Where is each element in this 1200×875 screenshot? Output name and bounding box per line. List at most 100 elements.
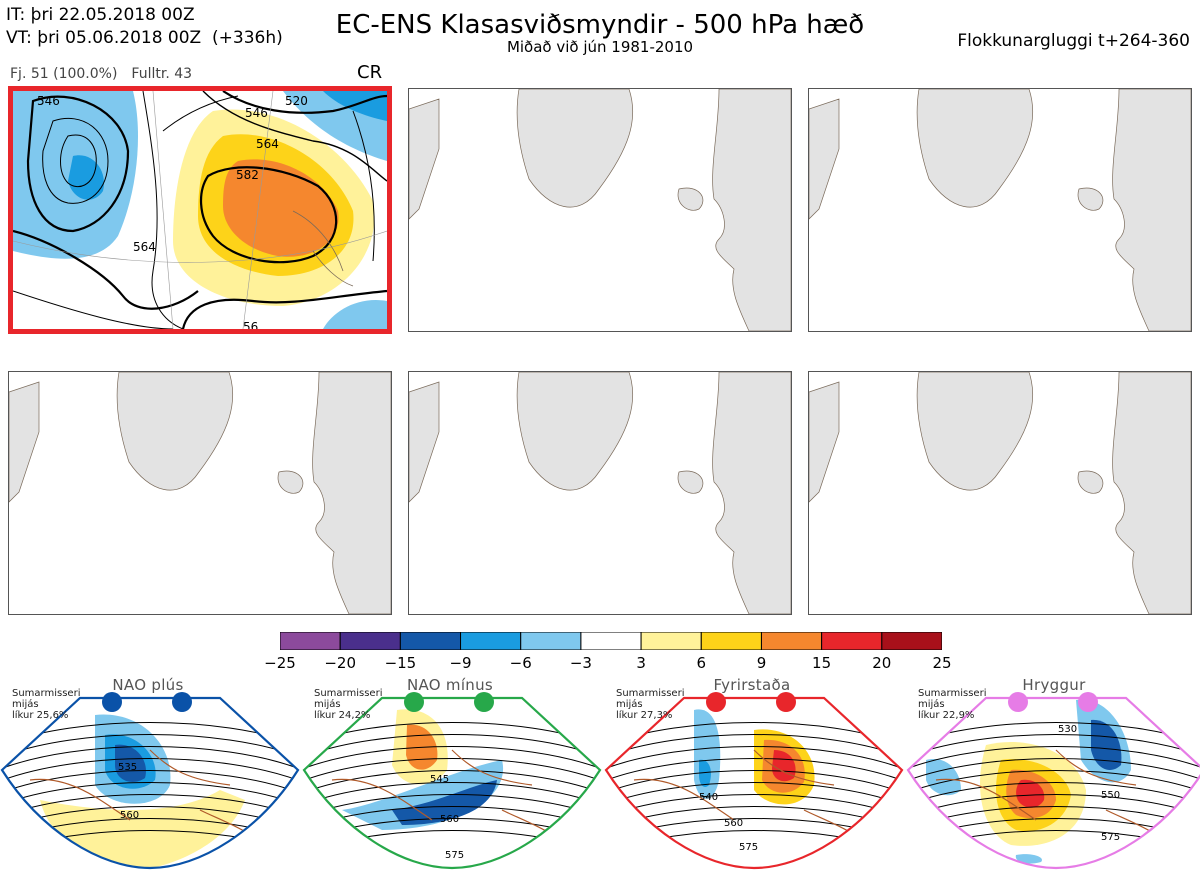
cluster-panel-1[interactable]: 546 520 564 582 546 564 56 [8, 86, 392, 334]
regime-anomaly [392, 780, 497, 825]
regime-contour [606, 734, 902, 758]
regime-contour-label: 575 [445, 850, 464, 861]
colorbar-swatch [821, 631, 883, 651]
regime-contour-label: 560 [724, 818, 743, 829]
cluster-map-6 [809, 372, 1191, 614]
landmass [409, 89, 791, 331]
regime-contour-label: 575 [1101, 832, 1120, 843]
colorbar-tick-label: 20 [872, 654, 892, 672]
graticule [13, 91, 387, 329]
regime-marker [1078, 692, 1098, 712]
height-contours [13, 91, 387, 329]
regime-contour [304, 734, 600, 758]
vt-line: VT: þri 05.06.2018 00Z (+336h) [6, 28, 283, 48]
contour-label: 546 [37, 94, 60, 108]
regime-contour [304, 782, 600, 806]
contour-labels: 546 520 564 582 546 564 56 [37, 94, 308, 329]
regime-contour [2, 758, 298, 782]
cluster-panel-4[interactable] [8, 371, 392, 615]
colorbar-tick-label: −20 [324, 654, 357, 672]
contour-label: 582 [236, 168, 259, 182]
contour-label: 520 [285, 94, 308, 108]
regime-probability-note: Sumarmisseri mijás líkur 27,3% [616, 688, 685, 721]
regime-contour [304, 758, 600, 782]
colorbar-tick-label: 15 [812, 654, 832, 672]
regime-contour [908, 758, 1200, 782]
window-label: Flokkunargluggi t+264-360 [957, 31, 1190, 51]
regime-contour [908, 794, 1200, 818]
regime-probability-note: Sumarmisseri mijás líkur 25,6% [12, 688, 81, 721]
cluster-regime-label: CR [357, 62, 383, 83]
regime-outline [906, 696, 1200, 870]
regime-contour-label: 535 [118, 762, 137, 773]
page-subtitle: Miðað við jún 1981-2010 [506, 38, 694, 56]
regime-contour-label: 545 [430, 774, 449, 785]
regime-contour-label: 575 [739, 842, 758, 853]
regime-marker [706, 692, 726, 712]
colorbar-swatch [760, 631, 823, 651]
colorbar-tick-label: 3 [636, 654, 646, 672]
colorbar-tick-label: 6 [696, 654, 707, 672]
regime-anomaly [772, 750, 796, 782]
colorbar-swatches [279, 631, 943, 651]
colorbar-tick-label: 25 [932, 654, 952, 672]
regime-map: 530 550 575 [906, 696, 1200, 870]
cluster-map-5 [409, 372, 791, 614]
colorbar-tick-label: −6 [509, 654, 532, 672]
colorbar [279, 631, 943, 651]
landmass [409, 372, 791, 614]
page-title: EC-ENS Klasasviðsmyndir - 500 hPa hæð [335, 10, 865, 40]
cluster-map-2 [409, 89, 791, 331]
colorbar-tick-label: −15 [384, 654, 417, 672]
colorbar-swatch [700, 631, 762, 651]
colorbar-swatch [520, 631, 582, 651]
landmass [809, 372, 1191, 614]
regime-contour [908, 734, 1200, 758]
regime-map: 535 560 [0, 696, 300, 870]
colorbar-swatch [460, 631, 522, 651]
regime-anomaly [40, 790, 245, 868]
cluster-map-1: 546 520 564 582 546 564 56 [13, 91, 387, 329]
regime-contour [908, 770, 1200, 794]
regime-probability-note: Sumarmisseri mijás líkur 24,2% [314, 688, 383, 721]
regime-panel[interactable]: 540 560 575 [604, 690, 904, 871]
regime-anomaly [1091, 719, 1122, 770]
contour-label: 564 [256, 137, 279, 151]
regime-contour [304, 770, 600, 794]
colorbar-tick-label: −3 [569, 654, 592, 672]
regime-contour [304, 746, 600, 770]
regime-outline [0, 696, 300, 870]
regime-outline [302, 696, 602, 870]
regime-contour-label: 530 [1058, 724, 1077, 735]
cluster-panel-6[interactable] [808, 371, 1192, 615]
colorbar-swatch [881, 631, 943, 651]
regime-panel[interactable]: 535 560 [0, 690, 300, 871]
regime-marker [776, 692, 796, 712]
anomaly-pos-strong [223, 159, 339, 257]
colorbar-swatch [640, 631, 702, 651]
regime-contour [2, 734, 298, 758]
cluster-panel-3[interactable] [808, 88, 1192, 332]
regime-probability-note: Sumarmisseri mijás líkur 22,9% [918, 688, 987, 721]
colorbar-swatch [399, 631, 462, 651]
colorbar-tick-label: −25 [264, 654, 296, 672]
coastline [292, 210, 354, 287]
regime-anomaly [699, 759, 711, 787]
regime-panel[interactable]: 530 550 575 [906, 690, 1200, 871]
colorbar-swatch [580, 631, 642, 651]
colorbar-swatch [279, 631, 341, 651]
cluster-panel-2[interactable] [408, 88, 792, 332]
regime-contour [606, 782, 902, 806]
regime-contour [606, 770, 902, 794]
cluster-representative: Fulltr. 43 [131, 66, 193, 82]
regime-panel[interactable]: 545 560 575 [302, 690, 602, 871]
anomaly-neg-west-core [68, 155, 104, 200]
regime-contour [908, 782, 1200, 806]
contour-label: 546 [245, 106, 268, 120]
regime-contour-label: 550 [1101, 790, 1120, 801]
cluster-panel-5[interactable] [408, 371, 792, 615]
colorbar-tick-label: 9 [756, 654, 767, 672]
regime-contour-label: 560 [120, 810, 139, 821]
cluster-map-4 [9, 372, 391, 614]
regime-marker [404, 692, 424, 712]
